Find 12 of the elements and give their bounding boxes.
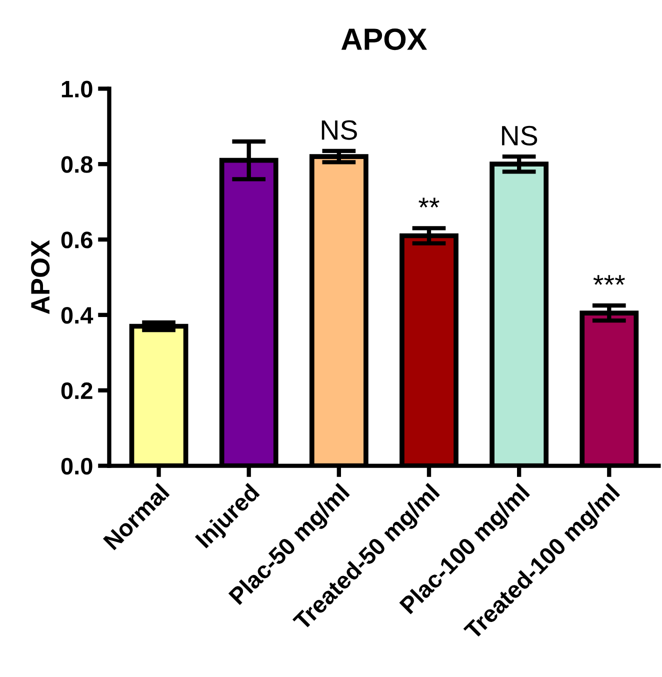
chart-title: APOX bbox=[341, 28, 427, 50]
annotation: NS bbox=[502, 126, 538, 146]
y-tick-label: 0.8 bbox=[61, 156, 93, 173]
y-tick-label: 0.4 bbox=[61, 307, 94, 324]
y-tick-label: 0.6 bbox=[61, 232, 92, 248]
y-tick-label: 1.0 bbox=[62, 80, 92, 98]
y-tick-label: 0.2 bbox=[61, 382, 92, 400]
annotation: NS bbox=[322, 120, 357, 140]
annotation: ** bbox=[418, 198, 440, 208]
annotation: *** bbox=[593, 275, 625, 285]
y-axis-title: APOX bbox=[30, 240, 50, 314]
y-tick-label: 0.0 bbox=[61, 458, 92, 475]
